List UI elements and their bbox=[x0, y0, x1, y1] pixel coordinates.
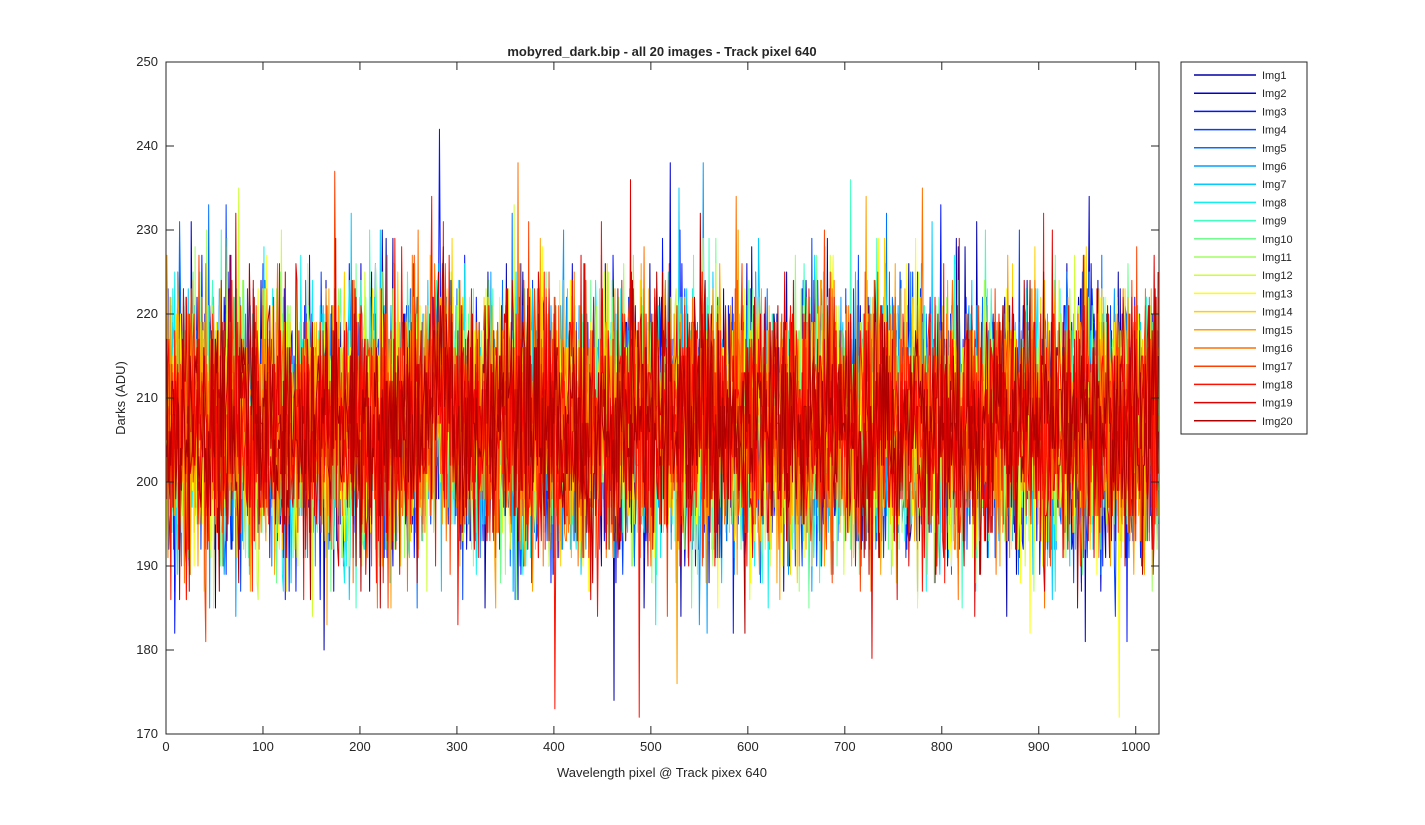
y-tick-label: 250 bbox=[136, 54, 158, 69]
y-axis-label: Darks (ADU) bbox=[113, 361, 128, 435]
legend-label: Img3 bbox=[1262, 106, 1286, 118]
legend-label: Img15 bbox=[1262, 325, 1293, 337]
y-tick-label: 190 bbox=[136, 558, 158, 573]
legend-label: Img19 bbox=[1262, 398, 1293, 410]
y-tick-label: 180 bbox=[136, 642, 158, 657]
y-tick-label: 200 bbox=[136, 474, 158, 489]
y-tick-label: 170 bbox=[136, 726, 158, 741]
legend-label: Img7 bbox=[1262, 179, 1286, 191]
x-tick-label: 200 bbox=[349, 739, 371, 754]
x-axis: 0 100 200 300 400 500 600 700 800 900 1000 bbox=[162, 62, 1150, 754]
legend-label: Img13 bbox=[1262, 288, 1293, 300]
y-tick-label: 240 bbox=[136, 138, 158, 153]
y-axis: 170 180 190 200 210 220 230 240 250 bbox=[136, 54, 1159, 741]
legend-label: Img1 bbox=[1262, 70, 1286, 82]
y-tick-label: 210 bbox=[136, 390, 158, 405]
legend-label: Img9 bbox=[1262, 216, 1286, 228]
legend-label: Img16 bbox=[1262, 343, 1293, 355]
legend-box bbox=[1180, 61, 1308, 435]
x-tick-label: 500 bbox=[640, 739, 662, 754]
x-tick-label: 400 bbox=[543, 739, 565, 754]
legend-label: Img10 bbox=[1262, 234, 1293, 246]
legend-label: Img2 bbox=[1262, 88, 1286, 100]
legend-label: Img20 bbox=[1262, 416, 1293, 428]
chart-title: mobyred_dark.bip - all 20 images - Track… bbox=[507, 44, 816, 59]
x-tick-label: 100 bbox=[252, 739, 274, 754]
legend-label: Img11 bbox=[1262, 252, 1292, 264]
x-tick-label: 900 bbox=[1028, 739, 1050, 754]
legend: Img1 Img2 Img3 Img4 Img5 Img6 Img7 Img8 Img9 Img1… bbox=[1180, 61, 1308, 435]
x-tick-label: 0 bbox=[162, 739, 169, 754]
legend-label: Img6 bbox=[1262, 161, 1286, 173]
legend-label: Img12 bbox=[1262, 270, 1293, 282]
legend-label: Img4 bbox=[1262, 125, 1286, 137]
x-tick-label: 300 bbox=[446, 739, 468, 754]
series-lines bbox=[165, 128, 1159, 718]
x-tick-label: 600 bbox=[737, 739, 759, 754]
x-tick-label: 1000 bbox=[1121, 739, 1150, 754]
legend-label: Img18 bbox=[1262, 379, 1293, 391]
x-tick-label: 800 bbox=[931, 739, 953, 754]
legend-label: Img8 bbox=[1262, 197, 1286, 209]
legend-label: Img5 bbox=[1262, 143, 1286, 155]
legend-label: Img14 bbox=[1262, 307, 1293, 319]
legend-label: Img17 bbox=[1262, 361, 1293, 373]
x-axis-label: Wavelength pixel @ Track pixex 640 bbox=[557, 765, 767, 780]
series-line-img20 bbox=[165, 212, 1159, 634]
x-tick-label: 700 bbox=[834, 739, 856, 754]
y-tick-label: 220 bbox=[136, 306, 158, 321]
y-tick-label: 230 bbox=[136, 222, 158, 237]
